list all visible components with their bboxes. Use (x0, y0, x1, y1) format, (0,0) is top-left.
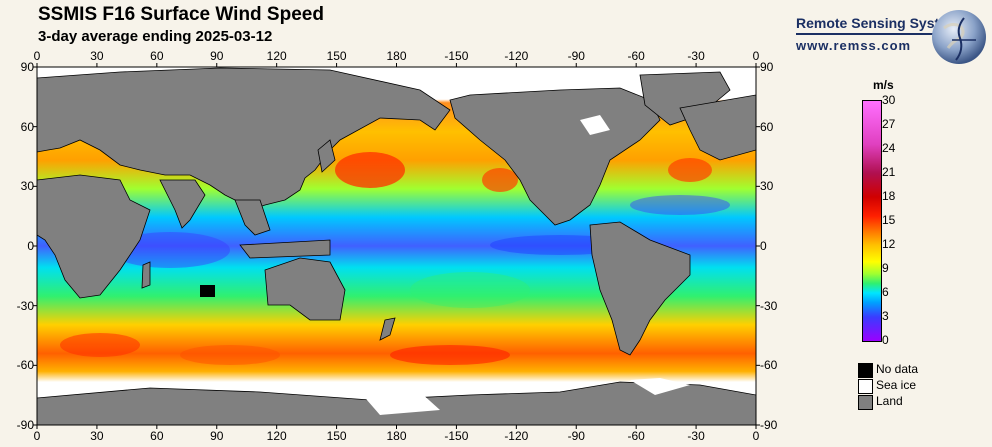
lat-tick-left: 30 (20, 179, 34, 194)
land-australia (264, 257, 346, 321)
colorbar-tick: 21 (882, 165, 896, 179)
land-indonesia (239, 239, 331, 259)
colorbar-unit: m/s (873, 78, 894, 92)
colorbar-tick: 9 (882, 261, 889, 275)
brand-url[interactable]: www.remss.com (796, 38, 912, 53)
rss-globe-logo-icon (932, 10, 986, 64)
colorbar-tick: 12 (882, 237, 896, 251)
land-europe-asia (37, 67, 451, 211)
lon-tick-bottom: 180 (386, 429, 407, 443)
colorbar-tick: 24 (882, 141, 896, 155)
lon-tick-bottom: 120 (266, 429, 287, 443)
no-data-patch (200, 285, 215, 297)
lon-tick-bottom: -120 (504, 429, 529, 443)
colorbar-tick: 0 (882, 333, 889, 347)
land-se-asia (234, 199, 271, 236)
lon-tick-bottom: -90 (567, 429, 585, 443)
lat-tick-left: -60 (16, 358, 34, 373)
lat-tick-right: -30 (760, 298, 778, 313)
lat-tick-right: 30 (760, 179, 774, 194)
colorbar-tick: 27 (882, 117, 896, 131)
colorbar (862, 100, 882, 342)
colorbar-tick: 18 (882, 189, 896, 203)
legend-label: Land (876, 394, 903, 408)
map-title: SSMIS F16 Surface Wind Speed (38, 4, 324, 25)
lon-tick-top: 0 (33, 49, 41, 63)
lat-tick-left: -90 (16, 418, 34, 432)
legend-label: No data (876, 362, 919, 376)
lat-tick-left: 60 (20, 119, 34, 134)
lon-tick-top: -90 (567, 49, 585, 63)
lon-tick-top: 0 (752, 49, 760, 63)
brand-name: Remote Sensing Systems (796, 15, 968, 31)
colorbar-tick: 15 (882, 213, 896, 227)
lon-tick-top: 150 (326, 49, 347, 63)
colorbar-tick: 3 (882, 309, 889, 323)
lon-tick-top: -30 (687, 49, 705, 63)
colorbar-tick: 6 (882, 285, 889, 299)
lat-tick-right: -90 (760, 418, 778, 432)
lon-tick-bottom: 150 (326, 429, 347, 443)
lat-tick-left: 0 (27, 239, 34, 253)
lon-tick-top: 60 (150, 49, 164, 63)
lon-tick-bottom: -60 (627, 429, 645, 443)
map-subtitle: 3-day average ending 2025-03-12 (38, 28, 273, 45)
lon-tick-bottom: 30 (90, 429, 104, 443)
land-india (159, 179, 206, 229)
lon-tick-bottom: 0 (752, 429, 760, 443)
sea-ice (360, 115, 690, 415)
lat-tick-right: 90 (760, 60, 774, 74)
legend-swatch (858, 395, 873, 410)
lon-tick-bottom: 0 (33, 429, 41, 443)
lon-tick-top: -60 (627, 49, 645, 63)
lat-tick-right: 60 (760, 119, 774, 134)
legend-swatch (858, 363, 873, 378)
colorbar-tick: 30 (882, 93, 896, 107)
lon-tick-top: 90 (210, 49, 224, 63)
lon-tick-bottom: 90 (210, 429, 224, 443)
land-madagascar (141, 261, 151, 289)
lat-tick-right: 0 (760, 239, 767, 253)
lat-tick-right: -60 (760, 358, 778, 373)
lon-tick-top: -120 (504, 49, 529, 63)
lat-tick-left: -30 (16, 298, 34, 313)
land-south-america (589, 221, 691, 356)
lon-tick-top: -150 (444, 49, 469, 63)
land-new-zealand (379, 317, 396, 341)
lon-tick-bottom: -150 (444, 429, 469, 443)
land-japan (317, 139, 336, 173)
lon-tick-bottom: 60 (150, 429, 164, 443)
lon-tick-bottom: -30 (687, 429, 705, 443)
lon-tick-top: 30 (90, 49, 104, 63)
brand-divider (796, 33, 942, 35)
axis-tick-marks (33, 63, 760, 429)
legend-swatch (858, 379, 873, 394)
legend-label: Sea ice (876, 378, 917, 392)
lon-tick-top: 120 (266, 49, 287, 63)
lat-tick-left: 90 (20, 60, 34, 74)
lon-tick-top: 180 (386, 49, 407, 63)
land-europe-east (679, 94, 756, 161)
land-africa (37, 174, 151, 299)
